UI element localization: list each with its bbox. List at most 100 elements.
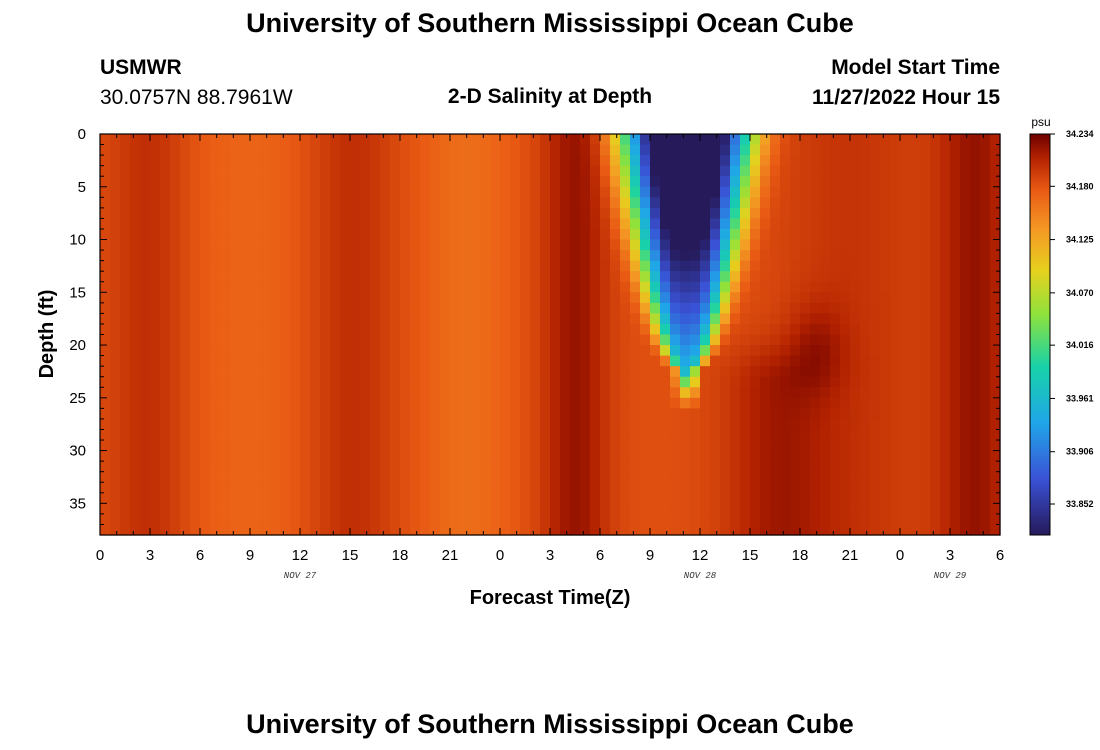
heatmap-cell (620, 250, 631, 262)
heatmap-cell (340, 345, 351, 357)
heatmap-cell (470, 334, 481, 346)
heatmap-cell (650, 176, 661, 188)
heatmap-cell (600, 302, 611, 314)
heatmap-cell (870, 397, 881, 409)
heatmap-cell (270, 482, 281, 494)
heatmap-cell (950, 186, 961, 198)
heatmap-cell (800, 503, 811, 515)
heatmap-cell (500, 503, 511, 515)
heatmap-cell (920, 376, 931, 388)
heatmap-cell (900, 492, 911, 504)
heatmap-cell (660, 461, 671, 473)
heatmap-cell (150, 503, 161, 515)
heatmap-cell (770, 155, 781, 167)
heatmap-cell (910, 250, 921, 262)
heatmap-cell (420, 387, 431, 399)
heatmap-cell (790, 218, 801, 230)
heatmap-cell (730, 176, 741, 188)
heatmap-cell (320, 292, 331, 304)
heatmap-cell (170, 418, 181, 431)
heatmap-cell (120, 355, 131, 367)
heatmap-cell (970, 197, 981, 209)
heatmap-cell (700, 313, 711, 325)
heatmap-cell (560, 482, 571, 494)
heatmap-cell (420, 461, 431, 473)
heatmap-cell (190, 366, 201, 378)
heatmap-cell (220, 165, 231, 177)
heatmap-cell (210, 260, 221, 272)
heatmap-cell (140, 450, 151, 462)
heatmap-cell (200, 197, 211, 209)
heatmap-cell (790, 197, 801, 209)
heatmap-cell (130, 165, 141, 177)
heatmap-cell (720, 376, 731, 388)
heatmap-cell (480, 366, 491, 378)
heatmap-cell (600, 334, 611, 346)
heatmap-cell (540, 239, 551, 251)
heatmap-cell (990, 503, 1001, 515)
heatmap-cell (870, 482, 881, 494)
x-tick-label: 3 (146, 547, 154, 564)
heatmap-cell (970, 260, 981, 272)
heatmap-cell (460, 228, 471, 241)
heatmap-cell (960, 397, 971, 409)
heatmap-cell (550, 471, 561, 483)
heatmap-cell (630, 345, 641, 357)
heatmap-cell (980, 471, 991, 483)
heatmap-cell (490, 313, 501, 325)
heatmap-cell (390, 144, 401, 156)
heatmap-cell (300, 281, 311, 293)
heatmap-cell (810, 218, 821, 230)
heatmap-cell (520, 176, 531, 188)
heatmap-cell (240, 334, 251, 346)
heatmap-cell (510, 440, 521, 452)
heatmap-cell (660, 207, 671, 220)
heatmap-cell (430, 461, 441, 473)
heatmap-cell (190, 250, 201, 262)
heatmap-cell (460, 418, 471, 431)
heatmap-cell (670, 134, 681, 146)
heatmap-cell (540, 334, 551, 346)
heatmap-cell (840, 144, 851, 156)
heatmap-cell (160, 144, 171, 156)
heatmap-cell (980, 345, 991, 357)
heatmap-cell (990, 186, 1001, 198)
heatmap-cell (760, 440, 771, 452)
heatmap-cell (620, 313, 631, 325)
heatmap-cell (440, 355, 451, 367)
heatmap-cell (780, 250, 791, 262)
heatmap-cell (110, 503, 121, 515)
heatmap-cell (830, 144, 841, 156)
heatmap-cell (580, 134, 591, 146)
heatmap-cell (650, 155, 661, 167)
heatmap-cell (360, 345, 371, 357)
heatmap-cell (870, 461, 881, 473)
heatmap-cell (640, 397, 651, 409)
heatmap-cell (620, 218, 631, 230)
heatmap-cell (500, 271, 511, 283)
heatmap-cell (580, 397, 591, 409)
heatmap-cell (780, 218, 791, 230)
heatmap-cell (990, 218, 1001, 230)
heatmap-cell (700, 408, 711, 420)
heatmap-cell (780, 366, 791, 378)
heatmap-cell (350, 165, 361, 177)
heatmap-cell (560, 186, 571, 198)
heatmap-cell (580, 228, 591, 241)
heatmap-cell (230, 323, 241, 336)
heatmap-cell (280, 281, 291, 293)
heatmap-cell (740, 292, 751, 304)
heatmap-cell (820, 397, 831, 409)
heatmap-cell (440, 450, 451, 462)
heatmap-cell (160, 366, 171, 378)
heatmap-cell (130, 281, 141, 293)
heatmap-cell (160, 471, 171, 483)
heatmap-cell (470, 345, 481, 357)
heatmap-cell (290, 418, 301, 431)
heatmap-cell (190, 228, 201, 241)
heatmap-cell (850, 418, 861, 431)
heatmap-cell (270, 524, 281, 536)
heatmap-cell (400, 387, 411, 399)
heatmap-cell (800, 482, 811, 494)
